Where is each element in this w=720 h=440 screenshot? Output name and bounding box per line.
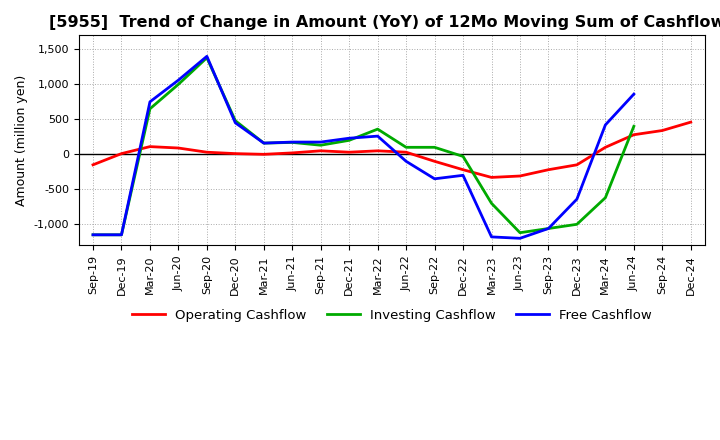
Operating Cashflow: [601, 145, 610, 150]
Free Cashflow: [601, 122, 610, 128]
Investing Cashflow: [345, 138, 354, 143]
Operating Cashflow: [231, 151, 240, 156]
Operating Cashflow: [658, 128, 667, 133]
Investing Cashflow: [231, 118, 240, 123]
Investing Cashflow: [544, 226, 553, 231]
Operating Cashflow: [686, 120, 695, 125]
Investing Cashflow: [259, 140, 268, 146]
Operating Cashflow: [145, 144, 154, 149]
Free Cashflow: [145, 99, 154, 104]
Investing Cashflow: [117, 232, 126, 238]
Operating Cashflow: [572, 162, 581, 168]
Operating Cashflow: [202, 150, 211, 155]
Operating Cashflow: [544, 167, 553, 172]
Operating Cashflow: [516, 173, 524, 179]
Investing Cashflow: [374, 126, 382, 132]
Investing Cashflow: [402, 145, 410, 150]
Operating Cashflow: [316, 148, 325, 154]
Investing Cashflow: [601, 195, 610, 200]
Operating Cashflow: [487, 175, 496, 180]
Operating Cashflow: [89, 162, 97, 168]
Investing Cashflow: [459, 154, 467, 159]
Operating Cashflow: [117, 151, 126, 156]
Free Cashflow: [117, 232, 126, 238]
Free Cashflow: [516, 236, 524, 241]
Free Cashflow: [374, 133, 382, 139]
Investing Cashflow: [487, 201, 496, 206]
Investing Cashflow: [174, 82, 183, 87]
Investing Cashflow: [145, 106, 154, 111]
Line: Free Cashflow: Free Cashflow: [93, 56, 634, 238]
Operating Cashflow: [174, 145, 183, 150]
Free Cashflow: [202, 54, 211, 59]
Operating Cashflow: [629, 132, 638, 137]
Investing Cashflow: [316, 143, 325, 148]
Title: [5955]  Trend of Change in Amount (YoY) of 12Mo Moving Sum of Cashflows: [5955] Trend of Change in Amount (YoY) o…: [49, 15, 720, 30]
Investing Cashflow: [431, 145, 439, 150]
Free Cashflow: [316, 139, 325, 145]
Operating Cashflow: [431, 159, 439, 164]
Free Cashflow: [629, 92, 638, 97]
Free Cashflow: [231, 120, 240, 125]
Operating Cashflow: [345, 150, 354, 155]
Operating Cashflow: [374, 148, 382, 154]
Free Cashflow: [431, 176, 439, 181]
Free Cashflow: [89, 232, 97, 238]
Operating Cashflow: [288, 150, 297, 156]
Line: Investing Cashflow: Investing Cashflow: [93, 58, 634, 235]
Operating Cashflow: [259, 152, 268, 157]
Free Cashflow: [345, 136, 354, 141]
Investing Cashflow: [629, 124, 638, 129]
Investing Cashflow: [288, 140, 297, 145]
Free Cashflow: [459, 172, 467, 178]
Investing Cashflow: [516, 230, 524, 235]
Free Cashflow: [174, 77, 183, 83]
Investing Cashflow: [202, 55, 211, 60]
Investing Cashflow: [572, 222, 581, 227]
Free Cashflow: [544, 226, 553, 231]
Y-axis label: Amount (million yen): Amount (million yen): [15, 75, 28, 206]
Free Cashflow: [402, 159, 410, 164]
Free Cashflow: [572, 197, 581, 202]
Free Cashflow: [487, 234, 496, 239]
Investing Cashflow: [89, 232, 97, 238]
Free Cashflow: [288, 139, 297, 145]
Operating Cashflow: [459, 167, 467, 172]
Legend: Operating Cashflow, Investing Cashflow, Free Cashflow: Operating Cashflow, Investing Cashflow, …: [127, 303, 657, 327]
Operating Cashflow: [402, 150, 410, 155]
Line: Operating Cashflow: Operating Cashflow: [93, 122, 690, 177]
Free Cashflow: [259, 140, 268, 146]
